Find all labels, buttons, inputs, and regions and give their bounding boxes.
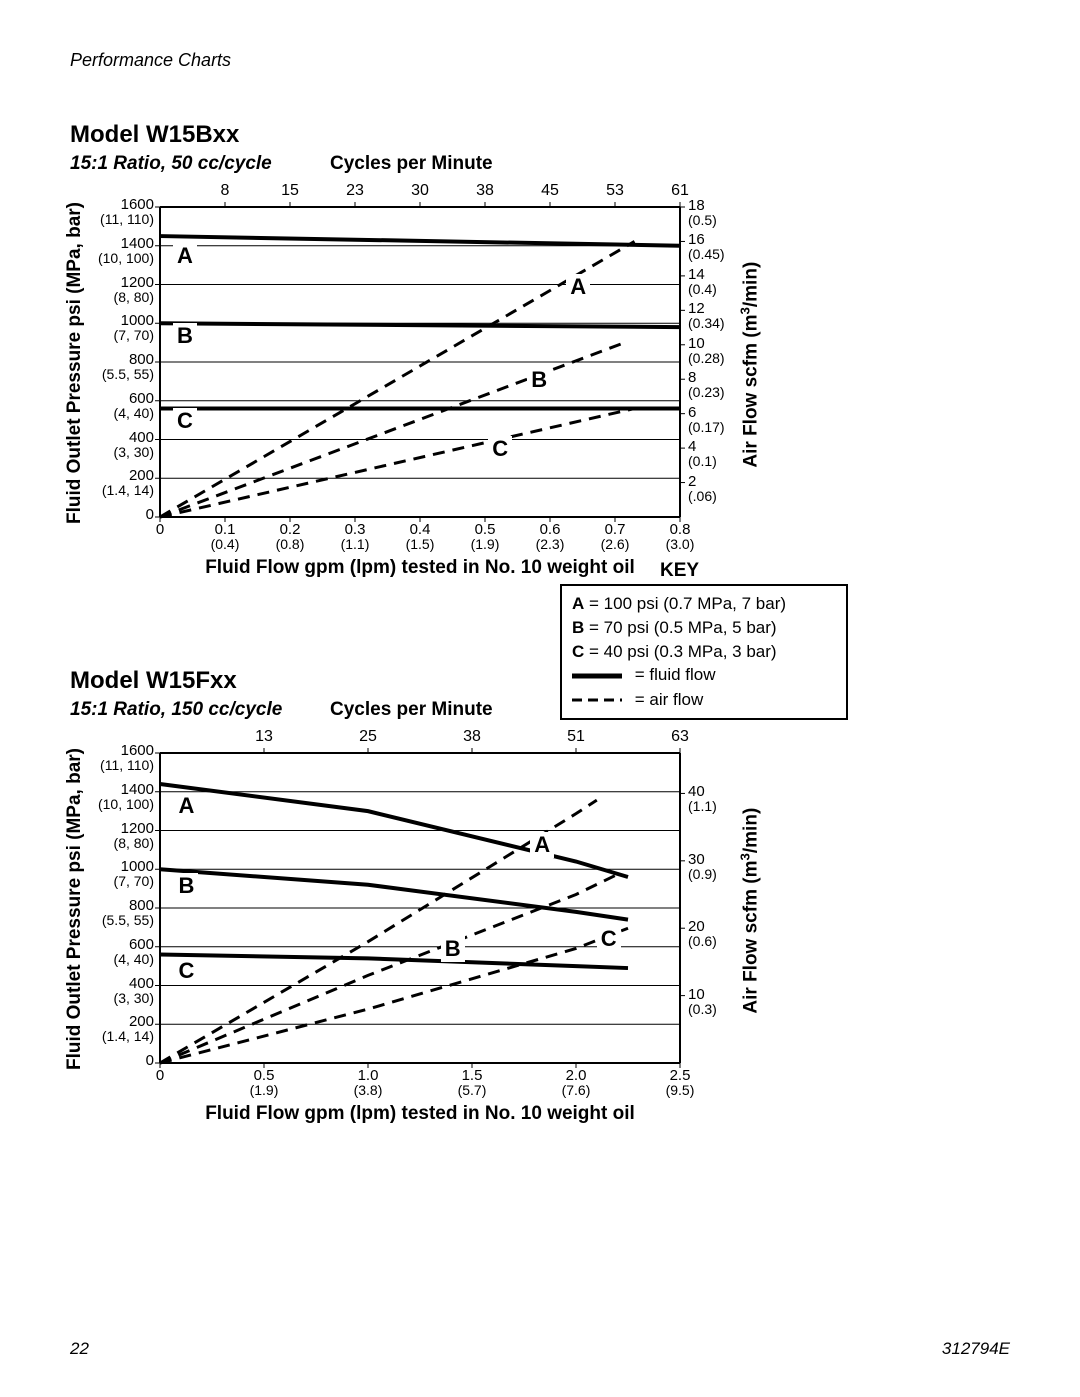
key-c: C: [572, 642, 584, 661]
series-letter-air: C: [597, 926, 621, 952]
x-axis-label: Fluid Flow gpm (lpm) tested in No. 10 we…: [160, 557, 680, 579]
x-tick-label: 0.5(1.9): [467, 522, 503, 552]
x-axis-label: Fluid Flow gpm (lpm) tested in No. 10 we…: [160, 1103, 680, 1125]
x-tick-label: 0: [142, 1068, 178, 1083]
y-tick-label: 1400(10, 100): [98, 782, 154, 812]
x-tick-label: 0.5(1.9): [246, 1068, 282, 1098]
top-tick-label: 38: [476, 182, 494, 200]
series-letter-fluid: A: [173, 243, 197, 269]
key-c-desc: = 40 psi (0.3 MPa, 3 bar): [584, 642, 776, 661]
key-a-desc: = 100 psi (0.7 MPa, 7 bar): [584, 594, 786, 613]
y2-tick-label: 40(1.1): [688, 784, 717, 814]
y-tick-label: 1200(8, 80): [114, 821, 154, 851]
key-title: KEY: [660, 560, 699, 582]
y-axis-label: Fluid Outlet Pressure psi (MPa, bar): [64, 729, 86, 1089]
doc-number: 312794E: [942, 1339, 1010, 1359]
y2-axis-label: Air Flow scfm (m3/min): [737, 791, 762, 1031]
x-tick-label: 0.1(0.4): [207, 522, 243, 552]
key-a-row: A = 100 psi (0.7 MPa, 7 bar): [572, 592, 836, 616]
x-tick-label: 0.6(2.3): [532, 522, 568, 552]
top-axis-title: Cycles per Minute: [330, 153, 493, 175]
top-tick-label: 25: [359, 728, 377, 746]
key-b-desc: = 70 psi (0.5 MPa, 5 bar): [584, 618, 776, 637]
top-axis-title: Cycles per Minute: [330, 699, 493, 721]
series-letter-air: B: [527, 367, 551, 393]
y-tick-label: 1200(8, 80): [114, 275, 154, 305]
key-c-row: C = 40 psi (0.3 MPa, 3 bar): [572, 640, 836, 664]
top-tick-label: 45: [541, 182, 559, 200]
y-tick-label: 1400(10, 100): [98, 236, 154, 266]
x-tick-label: 0.8(3.0): [662, 522, 698, 552]
y2-tick-label: 10(0.28): [688, 336, 725, 366]
chart1-section: Model W15Bxx 15:1 Ratio, 50 cc/cycle Cyc…: [70, 121, 1010, 597]
y-tick-label: 0: [146, 1053, 154, 1068]
x-tick-label: 0.3(1.1): [337, 522, 373, 552]
y-axis-label: Fluid Outlet Pressure psi (MPa, bar): [64, 183, 86, 543]
top-tick-label: 63: [671, 728, 689, 746]
y-tick-label: 1600(11, 110): [100, 743, 154, 773]
top-tick-label: 38: [463, 728, 481, 746]
y-tick-label: 1600(11, 110): [100, 197, 154, 227]
series-letter-fluid: B: [173, 323, 197, 349]
top-tick-label: 13: [255, 728, 273, 746]
y2-axis-label: Air Flow scfm (m3/min): [737, 245, 762, 485]
top-tick-label: 23: [346, 182, 364, 200]
x-tick-label: 2.5(9.5): [662, 1068, 698, 1098]
y2-tick-label: 30(0.9): [688, 852, 717, 882]
y-tick-label: 600(4, 40): [114, 937, 154, 967]
x-tick-label: 0.2(0.8): [272, 522, 308, 552]
y-tick-label: 200(1.4, 14): [102, 1014, 154, 1044]
series-letter-fluid: A: [175, 793, 199, 819]
y2-tick-label: 12(0.34): [688, 301, 725, 331]
page-header: Performance Charts: [70, 50, 1010, 71]
series-letter-fluid: C: [175, 958, 199, 984]
y-tick-label: 400(3, 30): [114, 430, 154, 460]
key-b: B: [572, 618, 584, 637]
page-number: 22: [70, 1339, 89, 1359]
y2-tick-label: 20(0.6): [688, 919, 717, 949]
top-tick-label: 61: [671, 182, 689, 200]
y2-tick-label: 16(0.45): [688, 232, 725, 262]
y2-tick-label: 10(0.3): [688, 987, 717, 1017]
chart1-ratio: 15:1 Ratio, 50 cc/cycle: [70, 153, 1010, 175]
chart1-model: Model W15Bxx: [70, 121, 1010, 149]
top-tick-label: 8: [221, 182, 230, 200]
page-footer: 22 312794E: [70, 1339, 1010, 1359]
x-tick-label: 1.5(5.7): [454, 1068, 490, 1098]
y2-tick-label: 2(.06): [688, 474, 717, 504]
top-tick-label: 30: [411, 182, 429, 200]
x-tick-label: 0: [142, 522, 178, 537]
series-letter-air: A: [530, 832, 554, 858]
key-b-row: B = 70 psi (0.5 MPa, 5 bar): [572, 616, 836, 640]
y-tick-label: 400(3, 30): [114, 976, 154, 1006]
y-tick-label: 800(5.5, 55): [102, 352, 154, 382]
top-tick-label: 53: [606, 182, 624, 200]
top-tick-label: 51: [567, 728, 585, 746]
y2-tick-label: 18(0.5): [688, 198, 717, 228]
y-tick-label: 0: [146, 507, 154, 522]
x-tick-label: 0.4(1.5): [402, 522, 438, 552]
x-tick-label: 0.7(2.6): [597, 522, 633, 552]
y2-tick-label: 6(0.17): [688, 405, 725, 435]
x-tick-label: 2.0(7.6): [558, 1068, 594, 1098]
key-a: A: [572, 594, 584, 613]
series-letter-air: C: [488, 436, 512, 462]
y-tick-label: 1000(7, 70): [114, 313, 154, 343]
chart2-ratio: 15:1 Ratio, 150 cc/cycle: [70, 699, 1010, 721]
x-tick-label: 1.0(3.8): [350, 1068, 386, 1098]
series-letter-air: B: [441, 936, 465, 962]
chart2-section: Model W15Fxx 15:1 Ratio, 150 cc/cycle Cy…: [70, 667, 1010, 1143]
y-tick-label: 800(5.5, 55): [102, 898, 154, 928]
y2-tick-label: 8(0.23): [688, 370, 725, 400]
series-letter-air: A: [566, 274, 590, 300]
y-tick-label: 200(1.4, 14): [102, 468, 154, 498]
chart2-model: Model W15Fxx: [70, 667, 1010, 695]
top-tick-label: 15: [281, 182, 299, 200]
y2-tick-label: 14(0.4): [688, 267, 717, 297]
y-tick-label: 600(4, 40): [114, 391, 154, 421]
y-tick-label: 1000(7, 70): [114, 859, 154, 889]
y2-tick-label: 4(0.1): [688, 439, 717, 469]
series-letter-fluid: C: [173, 408, 197, 434]
series-letter-fluid: B: [175, 873, 199, 899]
